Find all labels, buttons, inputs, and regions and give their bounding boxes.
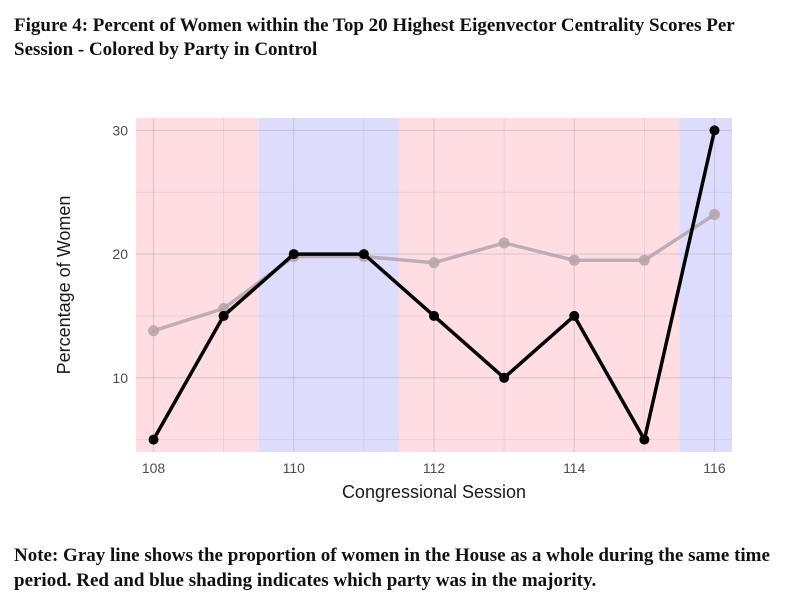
women-top20-point [358,249,369,260]
shading-band-red [398,118,680,452]
house-women-point [638,254,650,266]
grid-lines [136,118,732,452]
women-top20-point [709,125,720,136]
women-top20-point [218,310,229,321]
x-tick-label: 114 [563,460,586,476]
women-top20-point [499,372,510,383]
figure-title: Figure 4: Percent of Women within the To… [14,15,735,60]
women-top20-point [639,434,650,445]
shading-band-red [136,118,259,452]
x-tick-label: 108 [142,460,166,476]
shading-band-blue [258,118,399,452]
women-top20-point [429,310,439,321]
line-chart: 108 110 112 114 116 10 20 30 Congressional Ses… [54,118,732,502]
y-tick-label: 30 [112,122,128,138]
house-women-point [428,257,440,269]
x-tick-label: 112 [423,460,446,476]
y-axis-title: Percentage of Women [54,196,74,375]
x-tick-label: 116 [703,460,726,476]
y-tick-labels: 10 20 30 [112,122,128,385]
series-lines [148,125,720,445]
x-axis-title: Congressional Session [342,482,526,502]
house-women-point [498,237,510,249]
house-women-point [568,254,580,266]
house-women-point [708,208,720,220]
women-top20-point [288,249,299,260]
x-tick-labels: 108 110 112 114 116 [142,460,726,476]
figure-note: Note: Gray line shows the proportion of … [14,545,770,591]
y-tick-label: 10 [112,370,128,386]
women-top20-point [569,310,580,321]
house-women-point [148,325,160,337]
women-top20-point [148,434,159,445]
x-tick-label: 110 [283,460,306,476]
y-tick-label: 20 [112,246,128,262]
